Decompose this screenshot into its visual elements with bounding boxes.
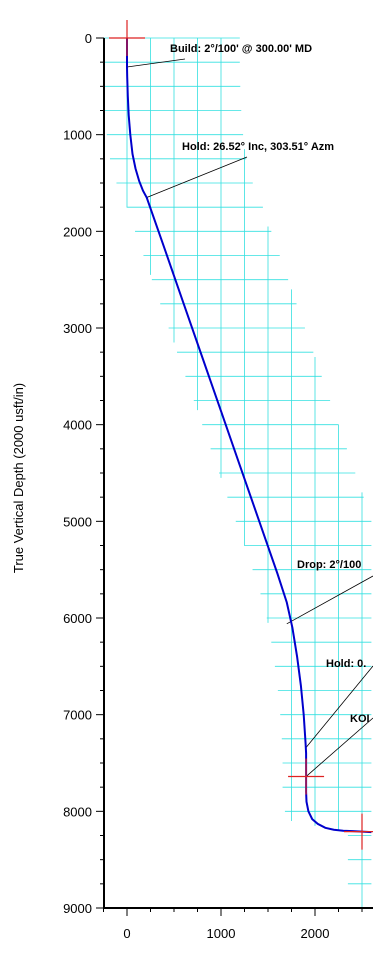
y-tick-label: 8000 [63,804,92,819]
y-tick-label: 5000 [63,514,92,529]
y-tick-label: 1000 [63,128,92,143]
annotation-label: Hold: 26.52° Inc, 303.51° Azm [182,141,334,153]
x-tick-label: 2000 [301,926,330,941]
x-tick-label: 1000 [207,926,236,941]
y-axis-label: True Vertical Depth (2000 usft/in) [11,383,26,573]
annotation-label: Hold: 0. [326,658,366,670]
annotation-label: Drop: 2°/100 [297,559,361,571]
y-tick-label: 4000 [63,418,92,433]
y-tick-label: 7000 [63,708,92,723]
annotation-label: KOI [350,713,370,725]
x-tick-label: 0 [123,926,130,941]
annotation-leader [126,58,186,68]
annotation-leader [305,717,373,777]
y-tick-label: 3000 [63,321,92,336]
annotation-leader [146,156,248,198]
wellpath-line [126,38,372,834]
annotation-leader [286,575,373,625]
y-tick-label: 6000 [63,611,92,626]
grid [103,37,372,909]
y-tick-label: 0 [85,31,92,46]
y-tick-label: 9000 [63,901,92,916]
ticks: 0 1000 2000 3000 4000 5000 6000 7000 8000 9000 0 10… [63,31,363,941]
series-layer [126,38,372,834]
y-tick-label: 2000 [63,224,92,239]
markers [109,20,373,850]
annotations: Build: 2°/100' @ 300.00' MD Hold: 26.52° … [126,43,373,777]
annotation-label: Build: 2°/100' @ 300.00' MD [170,43,312,55]
annotation-leader [305,665,373,748]
